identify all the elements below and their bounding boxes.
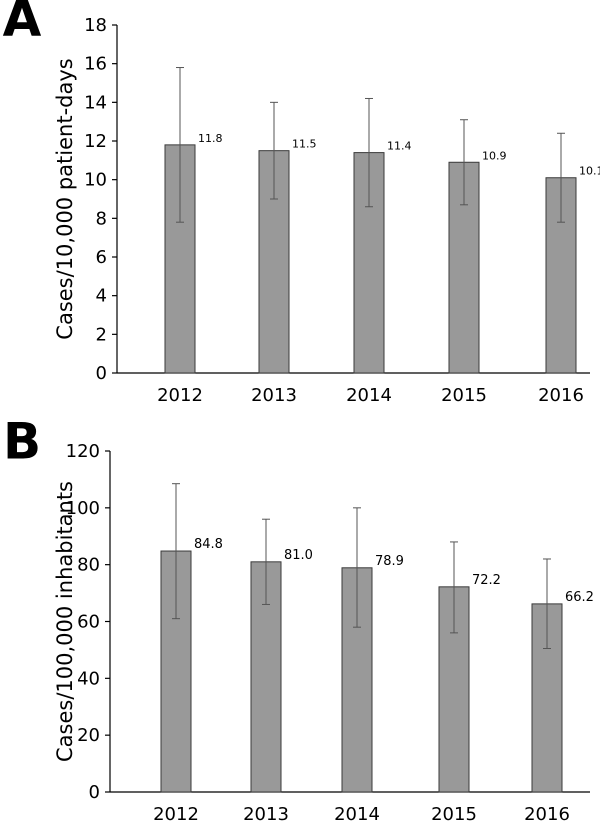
data-label: 66.2: [565, 590, 594, 605]
x-tick-label: 2014: [346, 385, 392, 406]
x-tick-label: 2014: [334, 804, 380, 825]
y-tick-label: 2: [96, 324, 107, 345]
y-tick-label: 14: [84, 92, 107, 113]
y-tick-label: 100: [66, 498, 100, 519]
y-tick-label: 16: [84, 54, 107, 75]
y-tick-label: 20: [77, 725, 100, 746]
chart-panel-b: B Cases/100,000 inhabitants 0 20 40 60 80 100 12…: [3, 413, 594, 826]
data-label: 78.9: [375, 554, 404, 569]
x-tick-label: 2015: [441, 385, 487, 406]
panel-label-a: A: [3, 0, 42, 48]
data-label: 11.8: [198, 132, 223, 145]
x-tick-label: 2013: [243, 804, 289, 825]
y-tick-label: 8: [96, 208, 107, 229]
data-label: 11.5: [292, 138, 317, 151]
y-axis-label: Cases/10,000 patient-days: [53, 58, 77, 339]
x-tick-label: 2016: [538, 385, 584, 406]
y-axis-label: Cases/100,000 inhabitants: [53, 481, 77, 762]
data-label: 72.2: [472, 573, 501, 588]
y-tick-label: 0: [89, 782, 100, 803]
x-tick-label: 2012: [157, 385, 203, 406]
y-tick-label: 0: [96, 363, 107, 384]
chart-panel-a: A Cases/10,000 patient-days 0 2 4 6 8 10 12 14 16 1…: [3, 0, 600, 406]
data-label: 81.0: [284, 548, 313, 563]
data-label: 10.1: [579, 165, 600, 178]
y-tick-label: 18: [84, 15, 107, 36]
y-tick-label: 10: [84, 170, 107, 191]
x-tick-label: 2012: [153, 804, 199, 825]
y-tick-label: 40: [77, 668, 100, 689]
y-tick-label: 60: [77, 612, 100, 633]
data-label: 84.8: [194, 537, 223, 552]
y-tick-label: 80: [77, 555, 100, 576]
y-tick-label: 4: [96, 286, 107, 307]
y-tick-label: 6: [96, 247, 107, 268]
x-tick-label: 2013: [251, 385, 297, 406]
x-tick-label: 2015: [431, 804, 477, 825]
panel-label-b: B: [3, 413, 41, 471]
y-tick-label: 120: [66, 441, 100, 462]
y-tick-label: 12: [84, 131, 107, 152]
data-label: 10.9: [482, 149, 507, 162]
x-tick-label: 2016: [524, 804, 570, 825]
data-label: 11.4: [387, 140, 412, 153]
